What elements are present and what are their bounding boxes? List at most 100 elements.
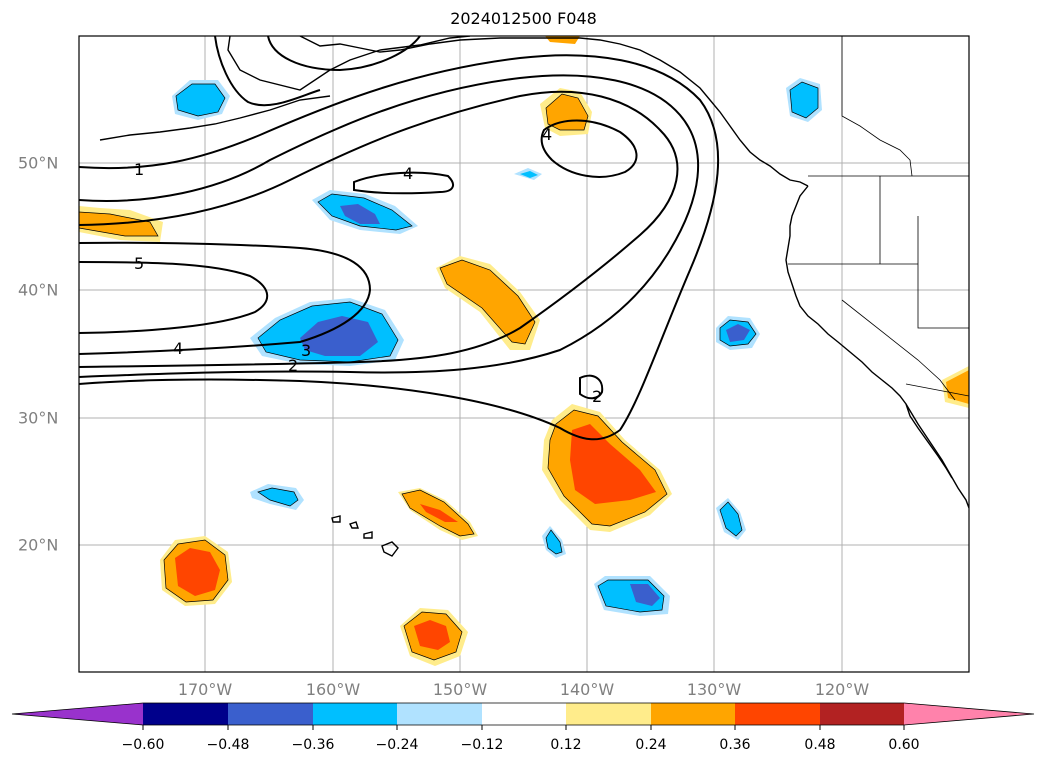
- colorbar-tick-label: 0.12: [550, 737, 582, 753]
- negative-region: [720, 502, 742, 536]
- contour-label: 4: [403, 164, 413, 183]
- contour-label: 5: [134, 254, 144, 273]
- negative-region: [790, 82, 818, 118]
- lat-tick-label: 40°N: [18, 280, 59, 300]
- border-state: [841, 299, 956, 401]
- contour-line: [579, 374, 604, 400]
- colorbar-segment: [313, 703, 397, 725]
- positive-region: [570, 424, 656, 504]
- positive-region: [414, 620, 450, 650]
- border-state: [917, 216, 969, 329]
- colorbar-segment: [651, 703, 735, 725]
- coastlines: [99, 36, 969, 557]
- shade-outline: [719, 319, 757, 347]
- negative-region: [630, 584, 660, 606]
- shade-outline: [257, 301, 399, 363]
- coastline-aleutians: [99, 95, 331, 141]
- contour-line: [540, 119, 638, 178]
- positive-region: [175, 548, 220, 596]
- shade-outline: [545, 529, 563, 555]
- negative-region: [546, 530, 562, 554]
- contour-line: [267, 36, 421, 72]
- lon-tick-label: 130°W: [686, 680, 742, 699]
- contour-label: 3: [301, 341, 311, 360]
- shade-outline: [439, 259, 536, 345]
- island-hawaii: [381, 541, 399, 557]
- shade-outline: [545, 93, 589, 131]
- colorbar-segment: [566, 703, 651, 725]
- contour-line: [79, 261, 269, 334]
- positive-region: [440, 260, 535, 344]
- contour-label: 4: [173, 339, 183, 358]
- colorbar-tick-label: −0.60: [121, 737, 165, 753]
- shade-outline: [175, 83, 226, 117]
- shaded-regions: [79, 36, 969, 666]
- island-maui: [363, 531, 373, 539]
- gridlines: [79, 36, 969, 672]
- map-plot-area: 1 5 4 3 2 4 4 2: [79, 36, 969, 672]
- lon-tick-label: 140°W: [559, 680, 615, 699]
- contour-label: 4: [542, 125, 552, 144]
- shade-outline: [317, 193, 413, 231]
- boundaries: [788, 36, 969, 401]
- shade-outline: [789, 81, 819, 119]
- shade-outline: [257, 487, 299, 507]
- negative-region: [340, 204, 380, 224]
- colorbar-segment: [397, 703, 482, 725]
- shade-outlines: [79, 81, 819, 661]
- colorbar-tick-label: −0.24: [375, 737, 419, 753]
- colorbar-ticks: [142, 725, 905, 730]
- shade-outline: [547, 409, 668, 527]
- colorbar-segment: [143, 703, 228, 725]
- lat-tick-label: 20°N: [18, 535, 59, 555]
- contours: [79, 36, 720, 441]
- contour-line: [79, 90, 679, 368]
- shade-outline: [163, 539, 229, 603]
- contour-label: 1: [134, 160, 144, 179]
- island-kauai: [331, 515, 341, 523]
- colorbar-tick-label: −0.12: [460, 737, 504, 753]
- contour-label: 2: [288, 356, 298, 375]
- coastline-baja: [905, 403, 953, 479]
- lat-tick-label: 50°N: [18, 153, 59, 173]
- coastline-pacific-northwest: [785, 185, 969, 509]
- colorbar: [11, 702, 1035, 730]
- colorbar-tick-label: 0.24: [635, 737, 667, 753]
- contour-label-group: 1 5 4 3 2 4 4 2: [134, 125, 602, 406]
- contour-line: [79, 241, 372, 355]
- colorbar-tick-label: −0.36: [291, 737, 335, 753]
- colorbar-segment: [228, 703, 313, 725]
- positive-region: [545, 36, 580, 44]
- colorbar-extend-high: [904, 703, 1034, 725]
- coastline-alaska-south: [299, 36, 809, 187]
- map-title: 2024012500 F048: [450, 9, 597, 28]
- lon-tick-label: 160°W: [305, 680, 361, 699]
- negative-region: [726, 324, 750, 342]
- colorbar-extend-low: [12, 703, 143, 725]
- contour-label: 2: [592, 387, 602, 406]
- lon-tick-label: 150°W: [432, 680, 488, 699]
- colorbar-tick-label: 0.48: [804, 737, 836, 753]
- colorbar-segment: [735, 703, 820, 725]
- negative-region: [176, 84, 225, 116]
- shade-outline: [79, 211, 159, 237]
- contour-line: [214, 36, 321, 107]
- negative-region: [258, 488, 298, 506]
- colorbar-tick-label: 0.60: [888, 737, 920, 753]
- lon-tick-label: 120°W: [814, 680, 870, 699]
- colorbar-segment: [482, 703, 566, 725]
- positive-region: [420, 504, 458, 522]
- shade-outline: [597, 579, 665, 613]
- island-oahu: [349, 521, 359, 529]
- contour-line: [353, 171, 455, 195]
- negative-region: [300, 316, 378, 356]
- shade-outline: [719, 501, 743, 537]
- shade-outline: [401, 489, 475, 537]
- negative-region: [520, 171, 538, 178]
- border-us-mexico: [905, 383, 969, 397]
- lat-tick-label: 30°N: [18, 408, 59, 428]
- colorbar-segment: [820, 703, 904, 725]
- map-frame: [78, 35, 970, 673]
- contour-line: [79, 54, 720, 441]
